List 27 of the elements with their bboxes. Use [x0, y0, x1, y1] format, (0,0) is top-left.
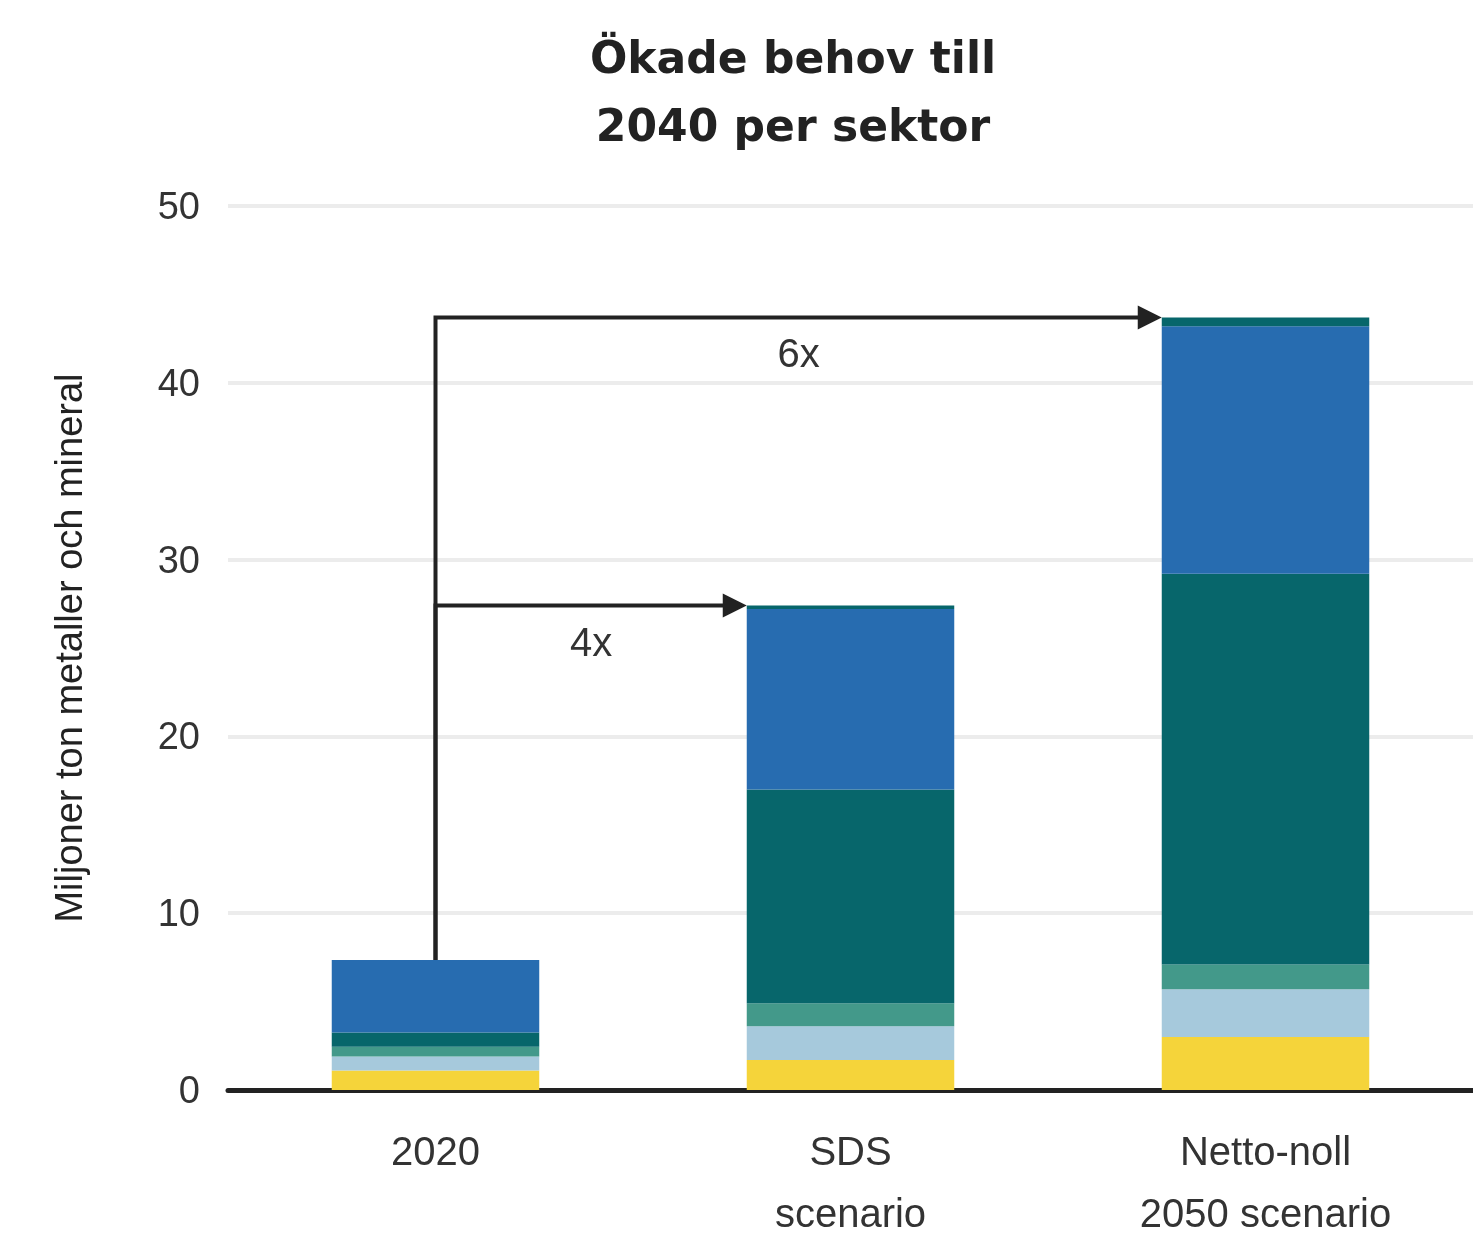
bar — [1161, 317, 1370, 327]
y-axis-title: Miljoner ton metaller och mineral — [48, 373, 90, 923]
y-tick-label: 50 — [157, 185, 200, 227]
bar — [1161, 326, 1370, 574]
bar — [331, 1046, 540, 1057]
bar — [746, 1003, 955, 1027]
bar — [1161, 573, 1370, 965]
bar — [331, 1070, 540, 1090]
x-tick-label: Netto-noll 2050 scenario — [1139, 1129, 1392, 1235]
bar — [1161, 964, 1370, 990]
x-tick-label: SDS scenario — [774, 1129, 927, 1235]
y-tick-label: 20 — [157, 715, 200, 758]
y-tick-label: 10 — [157, 892, 200, 935]
y-tick-label: 40 — [157, 361, 200, 404]
bar — [331, 1056, 540, 1071]
x-tick-label: 2020 — [391, 1129, 480, 1173]
bar — [1161, 989, 1370, 1037]
bar — [1161, 1036, 1370, 1090]
y-tick-label: 0 — [178, 1069, 200, 1111]
annotation: 6x — [777, 331, 820, 376]
chart-title: Ökade behov till 2040 per sektor — [589, 30, 997, 151]
bar — [331, 1032, 540, 1047]
annotation: 4x — [570, 619, 613, 664]
bar — [331, 960, 540, 1033]
bar — [746, 1059, 955, 1090]
y-tick-label: 30 — [157, 538, 200, 581]
bar — [746, 1026, 955, 1060]
